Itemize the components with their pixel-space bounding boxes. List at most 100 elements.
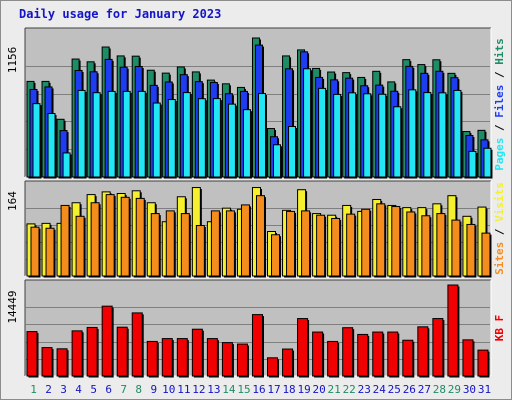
kbf-bar-body (417, 326, 429, 377)
x-tick-label: 18 (282, 383, 295, 396)
kbf-bar (342, 327, 355, 378)
sites-bar-body (30, 226, 40, 277)
kbf-bar-body (41, 347, 53, 377)
kbf-bar-body (462, 339, 474, 377)
kbf-bar-body (372, 331, 384, 377)
sites-bar (60, 204, 71, 278)
x-tick-label: 24 (373, 383, 387, 396)
sites-bar-body (225, 210, 235, 277)
sites-bar (165, 210, 176, 278)
pages-bar (408, 89, 418, 179)
sites-bar-body (286, 210, 296, 277)
kbf-bar (432, 318, 445, 378)
x-tick-label: 20 (313, 383, 326, 396)
sites-bar-body (180, 213, 190, 277)
kbf-bar-body (251, 314, 263, 377)
sites-bar (195, 225, 206, 278)
pages-bar (107, 90, 117, 179)
kbf-bar (282, 348, 295, 378)
pages-bar (303, 68, 313, 179)
kbf-legend: KB F (493, 315, 506, 342)
pages-bar (47, 113, 57, 179)
kbf-bar (297, 318, 310, 378)
kbf-bar (402, 339, 415, 378)
pages-bar-body (453, 89, 462, 178)
pages-bar (273, 144, 283, 179)
kbf-bar (251, 314, 264, 378)
kbf-bar-body (131, 312, 143, 377)
legend-separator: / (493, 222, 506, 242)
pages-bar-body (167, 99, 176, 178)
kbf-bar (131, 312, 144, 378)
kbf-bar-body (86, 326, 98, 377)
pages-bar-body (227, 103, 236, 178)
pages-bar-body (318, 87, 327, 178)
sites-bar (120, 196, 131, 278)
sites-bar (210, 210, 221, 278)
pages-bar (333, 93, 343, 179)
sites-bar-body (481, 232, 491, 277)
pages-bar-body (137, 90, 146, 178)
pages-bar (453, 89, 463, 179)
kbf-bar-body (206, 338, 218, 377)
sites-bar-body (451, 219, 461, 277)
kbf-bar-body (236, 343, 248, 377)
sites-bar (240, 204, 251, 278)
sites-bar (301, 210, 312, 278)
kbf-bar-body (297, 318, 309, 377)
x-tick-label: 1 (30, 383, 37, 396)
pages-bar (438, 92, 448, 179)
x-tick-label: 8 (135, 383, 142, 396)
x-tick-label: 7 (120, 383, 127, 396)
sites-bar-body (75, 215, 85, 277)
kbf-bar-body (312, 331, 324, 377)
x-tick-label: 30 (463, 383, 476, 396)
kbf-bar (101, 305, 114, 378)
sites-bar-body (436, 213, 446, 277)
sites-bar (255, 195, 266, 278)
legend-sites: Sites (493, 242, 506, 275)
page-title: Daily usage for January 2023 (19, 7, 222, 21)
legend-hits: Hits (493, 38, 506, 65)
sites-bar (286, 210, 297, 278)
x-tick-label: 23 (358, 383, 371, 396)
kbf-bar (161, 338, 174, 378)
sites-bar-body (240, 204, 250, 277)
x-tick-label: 16 (252, 383, 265, 396)
pages-bar-body (348, 92, 357, 178)
sites-bar-body (210, 210, 220, 277)
sites-bar-body (331, 217, 341, 277)
legend-pages: Pages (493, 138, 506, 171)
x-tick-label: 15 (237, 383, 250, 396)
sites-bar-body (255, 195, 265, 277)
kbf-bar (387, 331, 400, 378)
pages-bar (257, 93, 267, 179)
kbf-bar (267, 357, 280, 378)
kbf-bar (477, 349, 490, 378)
pages-bar (197, 98, 207, 179)
legend-visits: Visits (493, 182, 506, 222)
sites-bar-body (45, 227, 55, 277)
sites-bar (376, 203, 387, 278)
sites-bar-body (150, 213, 160, 277)
kbf-bar-body (71, 330, 83, 377)
kbf-bar (26, 331, 39, 378)
hits-max-label: 1156 (6, 47, 19, 74)
kbf-bar (327, 340, 340, 378)
pages-bar-body (92, 92, 101, 178)
x-tick-label: 27 (418, 383, 431, 396)
sites-bar (481, 232, 492, 278)
kbf-bar (56, 348, 69, 378)
x-tick-label: 22 (343, 383, 356, 396)
pages-bar-body (288, 125, 297, 178)
pages-bar-body (378, 93, 387, 178)
sites-bar (75, 215, 86, 278)
sites-bar-body (346, 213, 356, 277)
pages-bar-body (122, 90, 131, 178)
sites-bar-body (60, 204, 70, 277)
pages-bar-body (408, 89, 417, 178)
kbf-bar-body (402, 339, 414, 377)
x-tick-label: 25 (388, 383, 401, 396)
sites-bar (316, 214, 327, 278)
x-tick-label: 21 (328, 383, 341, 396)
